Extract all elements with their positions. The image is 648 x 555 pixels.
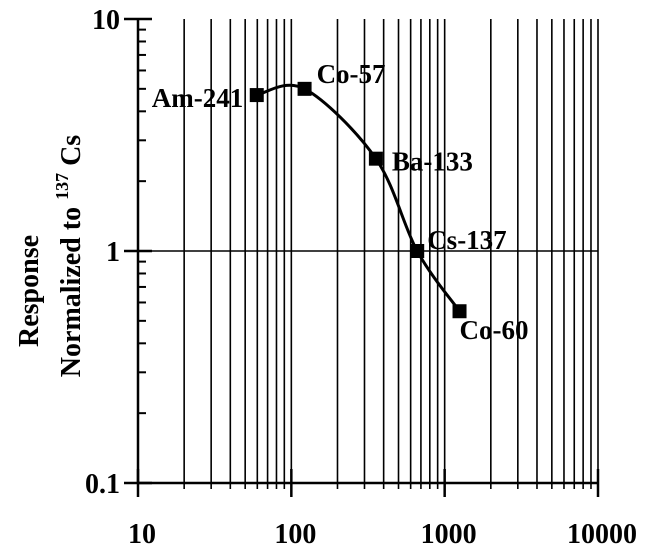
- labels: Am-241 Co-57 Ba-133 Cs-137 Co-60: [152, 59, 529, 345]
- y-tick-label: 10: [92, 5, 120, 36]
- data-point-label: Ba-133: [392, 147, 473, 177]
- y-tick-label: 0.1: [85, 469, 120, 500]
- data-point-marker: [368, 151, 383, 166]
- x-tick-label: 10: [128, 519, 156, 550]
- x-tick-label: 10000: [567, 519, 637, 550]
- data-point-label: Am-241: [152, 83, 243, 113]
- y-axis-title-line1: Response: [14, 235, 45, 347]
- y-tick-label: 1: [106, 237, 120, 268]
- data-point-marker: [249, 88, 264, 103]
- y-axis-title-line2: Normalized to 137 Cs: [44, 135, 87, 378]
- x-tick-label: 100: [274, 519, 316, 550]
- y-axis-title-suffix: Cs: [56, 135, 87, 166]
- data-point-label: Cs-137: [427, 225, 507, 255]
- data-point-label: Co-57: [317, 59, 386, 89]
- data-point-label: Co-60: [460, 315, 529, 345]
- data-point-marker: [297, 81, 312, 96]
- series: [249, 81, 467, 319]
- y-axis-title-superscript: 137: [52, 173, 72, 200]
- axes: 0.1 1 10 10 100 1000 10000: [85, 5, 637, 550]
- data-point-marker: [410, 244, 425, 258]
- y-axis-title-prefix: Normalized to: [56, 207, 87, 377]
- data-point-marker: [452, 304, 467, 319]
- x-tick-label: 1000: [421, 519, 477, 550]
